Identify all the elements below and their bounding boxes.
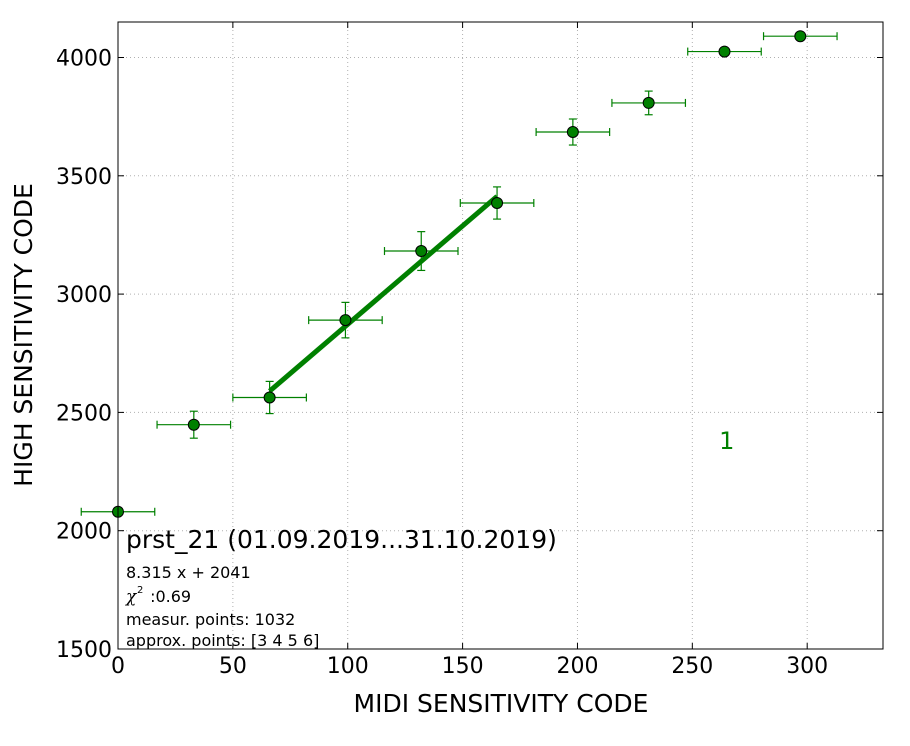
annotation-title: prst_21 (01.09.2019...31.10.2019): [126, 525, 557, 554]
data-point: [566, 126, 579, 139]
x-axis-title: MIDI SENSITIVITY CODE: [354, 689, 649, 718]
plot-frame: [117, 21, 884, 650]
x-tick-labels: 0 50 100 150 200 250 300: [111, 654, 828, 679]
y-tick-label: 2000: [56, 520, 112, 545]
y-tick-label: 3000: [56, 283, 112, 308]
fit-line-group: [267, 194, 499, 394]
x-tick-label: 150: [442, 654, 484, 679]
y-axis-title: HIGH SENSITIVITY CODE: [9, 183, 38, 487]
data-point: [794, 30, 807, 43]
group-label: 1: [719, 427, 734, 455]
data-point: [718, 45, 731, 58]
y-tick-labels: 1500 2000 2500 3000 3500 4000: [56, 46, 112, 663]
annotation-chi-symbol: χ: [125, 587, 138, 607]
x-tick-label: 250: [671, 654, 713, 679]
x-tick-label: 100: [327, 654, 369, 679]
y-tick-label: 4000: [56, 46, 112, 71]
annotation-measur-points: measur. points: 1032: [126, 610, 295, 629]
x-tick-label: 300: [786, 654, 828, 679]
y-tick-label: 1500: [56, 638, 112, 663]
data-point: [263, 391, 276, 404]
annotation-chi-power: 2: [137, 585, 143, 596]
x-tick-label: 50: [219, 654, 247, 679]
data-point: [642, 96, 655, 109]
y-tick-label: 2500: [56, 401, 112, 426]
y-tick-label: 3500: [56, 165, 112, 190]
x-tick-label: 200: [556, 654, 598, 679]
annotation-equation: 8.315 x + 2041: [126, 563, 251, 582]
data-point: [339, 314, 352, 327]
grid: [118, 22, 883, 649]
data-point: [415, 245, 428, 258]
annotation-chi-value: :0.69: [145, 587, 191, 606]
x-tick-label: 0: [111, 654, 125, 679]
annotation-approx-points: approx. points: [3 4 5 6]: [126, 631, 319, 650]
data-point: [491, 197, 504, 210]
data-points: [112, 30, 807, 518]
fit-line: [267, 194, 499, 394]
data-point: [187, 418, 200, 431]
